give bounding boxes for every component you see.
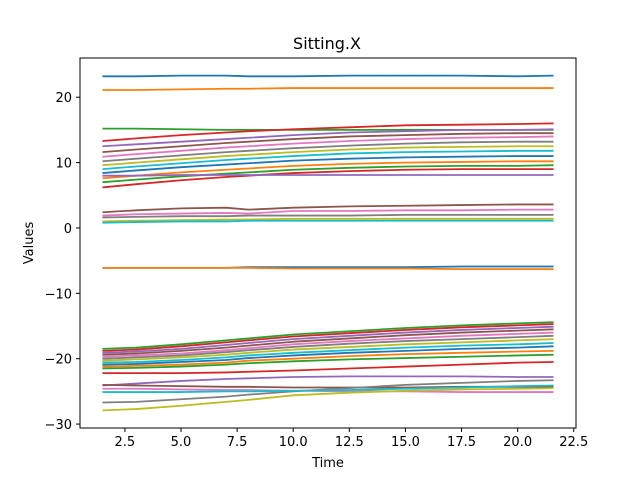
series-line-7 [102,135,554,158]
series-line-30 [102,342,554,364]
y-tick-label: 10 [55,157,72,172]
series-line-27 [102,331,554,358]
series-line-14 [102,168,554,189]
series-line-12 [102,160,554,180]
series-line-6 [102,132,554,154]
series-line-35 [102,375,554,387]
series-line-18 [102,213,554,219]
y-tick-label: 0 [64,222,72,237]
series-line-31 [102,345,554,366]
series-line-17 [102,208,554,217]
y-tick-label: −10 [45,287,72,302]
series-line-5 [102,128,554,148]
x-tick-label: 22.5 [559,435,588,450]
series-line-11 [102,155,554,174]
series-line-10 [102,149,554,171]
series-line-13 [102,164,554,184]
x-tick-label: 5.0 [171,435,192,450]
x-axis-title: Time [311,456,344,471]
series-line-4 [102,122,554,142]
x-tick-label: 2.5 [115,435,136,450]
series-line-39 [102,387,554,412]
x-tick-label: 20.0 [503,435,532,450]
y-tick-label: −20 [45,353,72,368]
x-tick-label: 17.5 [447,435,476,450]
series-line-29 [102,338,554,362]
axes-layer [79,57,577,429]
series-line-25 [102,325,554,354]
y-tick-label: 20 [55,91,72,106]
x-axis: 2.5 5.0 7.5 10.0 12.5 15.0 17.5 20.0 22.5 [115,428,588,450]
x-tick-label: 12.5 [335,435,364,450]
series-line-34 [102,361,554,374]
series-line-24 [102,323,554,352]
series-line-23 [102,321,554,350]
series-line-28 [102,334,554,360]
series-line-40 [102,384,554,393]
series-line-22 [102,266,554,271]
series-line-20 [102,219,554,224]
plot-frame [79,57,577,429]
series-line-32 [102,349,554,368]
y-axis-title: Values [22,222,37,265]
series-line-19 [102,217,554,223]
chart-title: Sitting.X [293,34,361,53]
series-line-26 [102,328,554,356]
x-tick-label: 10.0 [279,435,308,450]
x-tick-label: 7.5 [227,435,248,450]
series-line-9 [102,145,554,167]
series-layer [102,74,554,412]
series-line-2 [102,87,554,91]
series-line-1 [102,74,554,78]
series-line-8 [102,140,554,163]
series-line-33 [102,353,554,370]
x-tick-label: 15.0 [391,435,420,450]
series-line-15 [102,174,554,177]
y-axis: −30 −20 −10 0 10 20 [45,91,80,433]
series-line-16 [102,203,554,214]
y-tick-label: −30 [45,418,72,433]
